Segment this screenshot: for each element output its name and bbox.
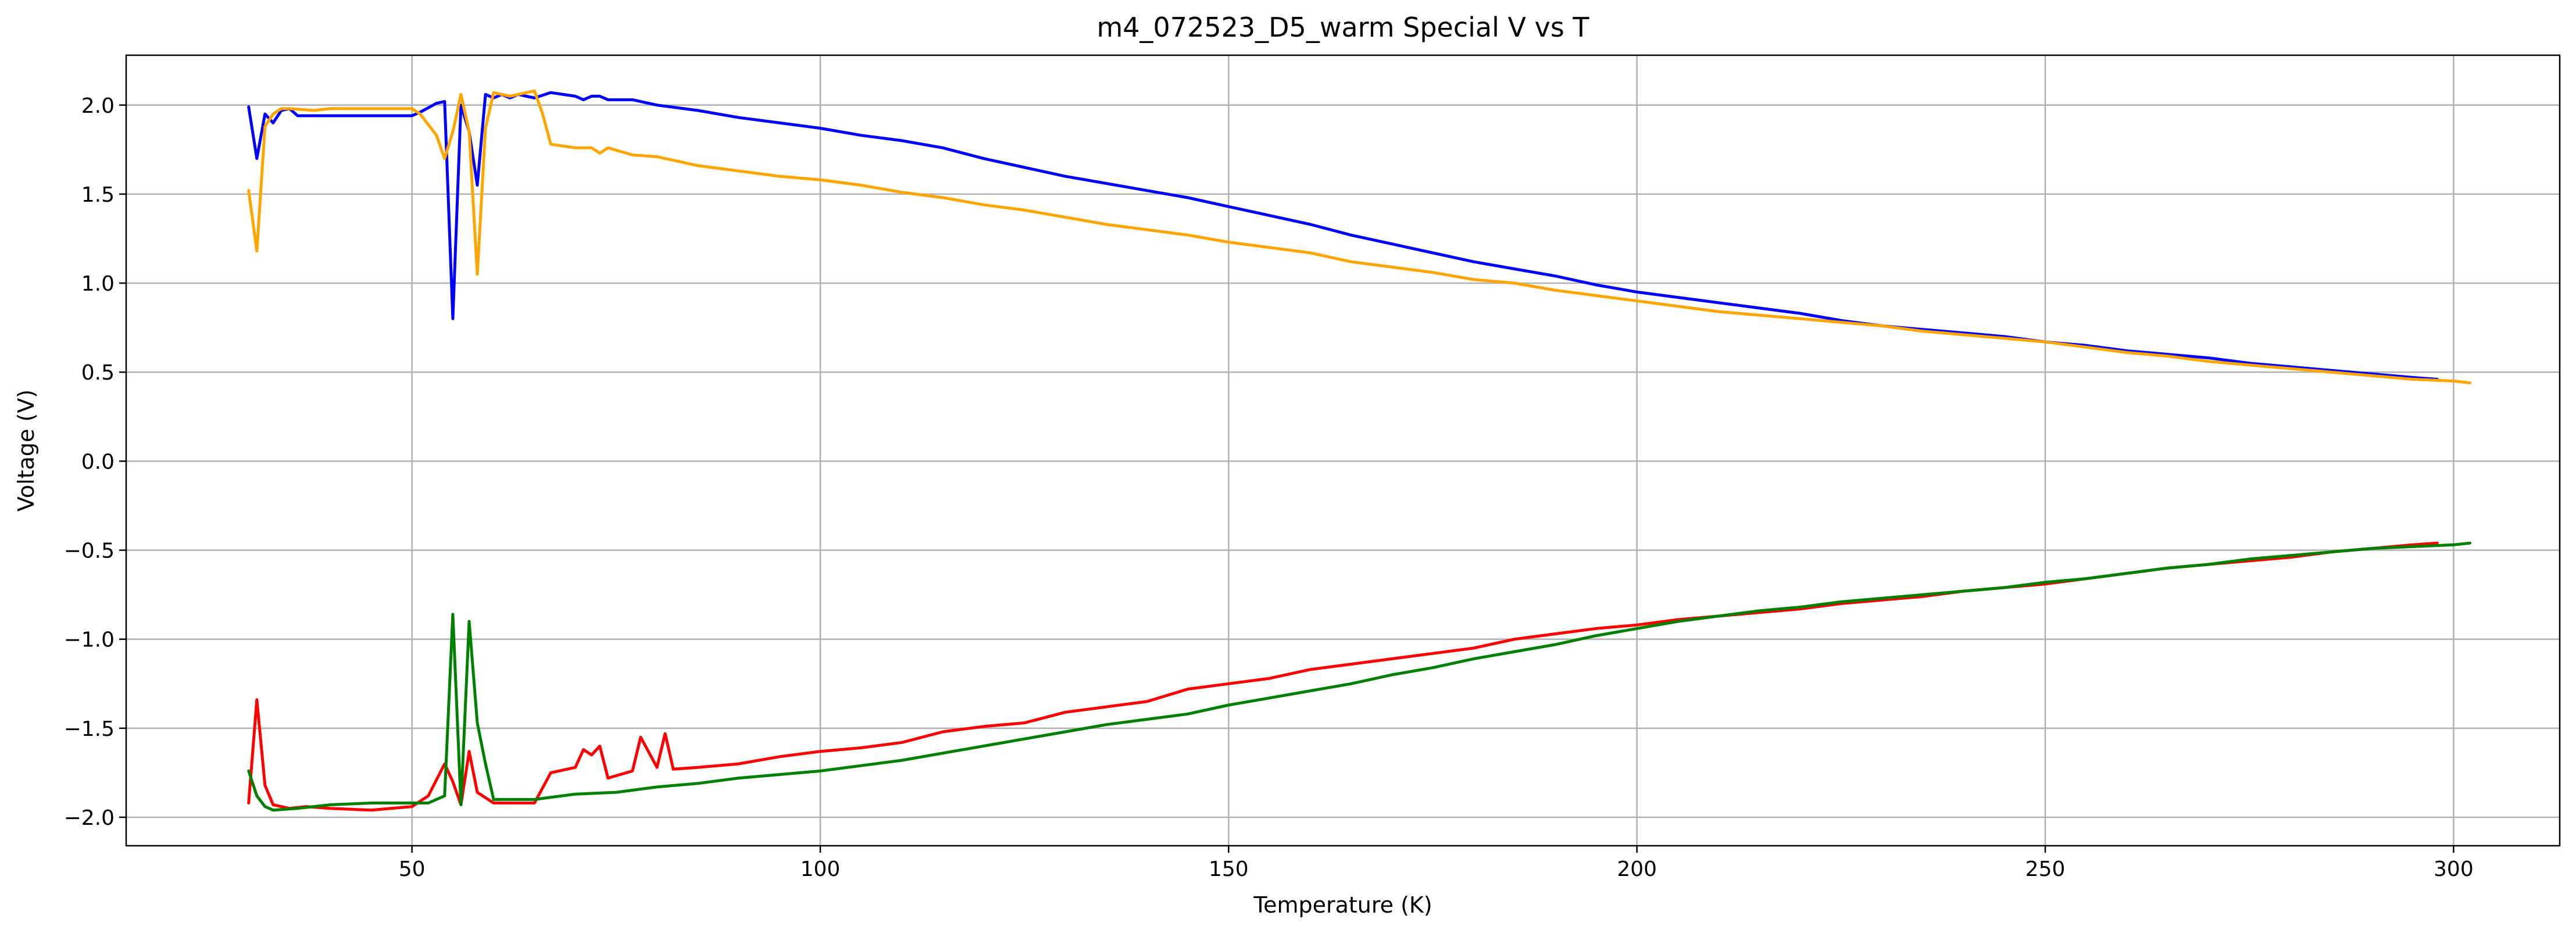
series-layer bbox=[247, 89, 2471, 812]
series-line-2 bbox=[247, 89, 2471, 385]
chart-title: m4_072523_D5_warm Special V vs T bbox=[1096, 12, 1589, 43]
ticks: 50 100 150 200 250 300 −2.0 −1.5 −1.0 −0.5 0.0 0.5 1… bbox=[64, 94, 2474, 881]
x-tick-label: 200 bbox=[1617, 857, 1657, 881]
y-tick-label: −2.0 bbox=[64, 806, 115, 830]
series-line-1 bbox=[247, 91, 2439, 381]
x-tick-label: 100 bbox=[801, 857, 841, 881]
y-tick-label: −1.5 bbox=[64, 717, 115, 741]
x-tick-label: 250 bbox=[2025, 857, 2066, 881]
x-tick-label: 150 bbox=[1209, 857, 1249, 881]
y-tick-label: 0.0 bbox=[81, 450, 115, 474]
grid bbox=[126, 55, 2560, 846]
y-tick-label: 0.5 bbox=[81, 361, 115, 385]
x-tick-label: 300 bbox=[2434, 857, 2474, 881]
y-tick-label: 2.0 bbox=[81, 94, 115, 118]
y-tick-label: −0.5 bbox=[64, 539, 115, 563]
y-tick-label: 1.0 bbox=[81, 272, 115, 296]
x-tick-label: 50 bbox=[399, 857, 426, 881]
y-tick-label: −1.0 bbox=[64, 628, 115, 652]
series-line-4 bbox=[247, 541, 2471, 812]
x-axis-label: Temperature (K) bbox=[1253, 892, 1432, 918]
y-tick-label: 1.5 bbox=[81, 183, 115, 207]
plot-frame bbox=[125, 54, 2561, 847]
y-axis-label: Voltage (V) bbox=[13, 389, 39, 512]
